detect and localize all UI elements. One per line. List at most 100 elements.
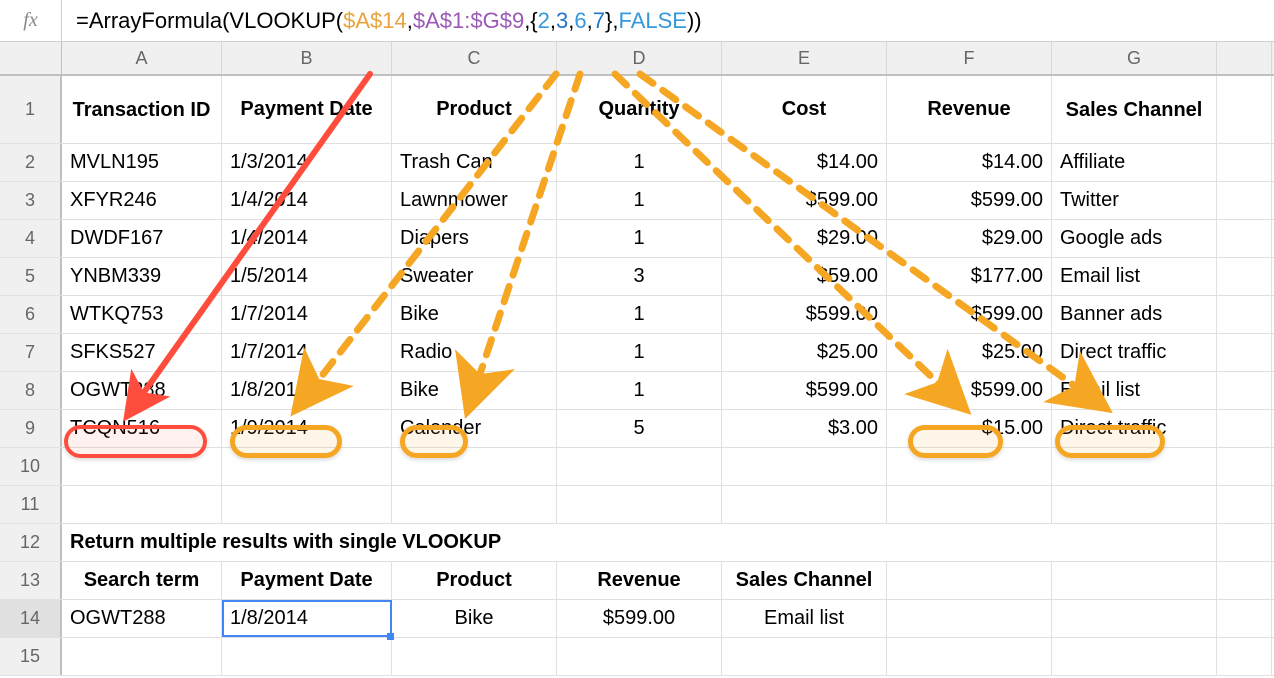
cell[interactable]: Twitter	[1052, 182, 1217, 219]
cell[interactable]	[557, 638, 722, 675]
cell[interactable]: 1/3/2014	[222, 144, 392, 181]
cell[interactable]: Product	[392, 76, 557, 143]
cell[interactable]: Email list	[1052, 258, 1217, 295]
cell[interactable]: $599.00	[557, 600, 722, 637]
cell[interactable]: SFKS527	[62, 334, 222, 371]
cell[interactable]: 1/5/2014	[222, 258, 392, 295]
cell[interactable]: $14.00	[722, 144, 887, 181]
cell[interactable]: $599.00	[887, 182, 1052, 219]
cell[interactable]: Direct traffic	[1052, 410, 1217, 447]
cell[interactable]	[1052, 448, 1217, 485]
cell[interactable]	[222, 486, 392, 523]
cell[interactable]	[887, 486, 1052, 523]
row-header[interactable]: 15	[0, 638, 62, 675]
cell[interactable]: Calender	[392, 410, 557, 447]
cell[interactable]: Product	[392, 562, 557, 599]
cell[interactable]	[887, 562, 1052, 599]
cell[interactable]	[392, 448, 557, 485]
cell[interactable]	[1217, 144, 1272, 181]
cell[interactable]	[1217, 486, 1272, 523]
cell[interactable]	[1052, 486, 1217, 523]
row-header[interactable]: 10	[0, 448, 62, 485]
cell[interactable]: Payment Date	[222, 76, 392, 143]
cell[interactable]	[222, 448, 392, 485]
cell[interactable]: Transaction ID	[62, 76, 222, 143]
row-header[interactable]: 5	[0, 258, 62, 295]
cell[interactable]: 1/4/2014	[222, 182, 392, 219]
cell[interactable]: $25.00	[887, 334, 1052, 371]
cell[interactable]	[1217, 296, 1272, 333]
cell[interactable]: Revenue	[557, 562, 722, 599]
column-header[interactable]: A	[62, 42, 222, 74]
column-header[interactable]: B	[222, 42, 392, 74]
cell[interactable]	[1217, 410, 1272, 447]
cell[interactable]: Radio	[392, 334, 557, 371]
row-header[interactable]: 14	[0, 600, 62, 637]
cell[interactable]: 5	[557, 410, 722, 447]
row-header[interactable]: 6	[0, 296, 62, 333]
cell[interactable]	[1217, 600, 1272, 637]
cell[interactable]: OGWT288	[62, 372, 222, 409]
cell[interactable]	[392, 486, 557, 523]
cell[interactable]: 1	[557, 220, 722, 257]
column-header[interactable]: G	[1052, 42, 1217, 74]
cell[interactable]: $599.00	[722, 182, 887, 219]
cell[interactable]: Google ads	[1052, 220, 1217, 257]
column-header[interactable]	[1217, 42, 1272, 74]
cell[interactable]	[722, 448, 887, 485]
column-header[interactable]: E	[722, 42, 887, 74]
cell[interactable]: $177.00	[887, 258, 1052, 295]
cell[interactable]	[1217, 524, 1272, 561]
cell[interactable]: $29.00	[887, 220, 1052, 257]
row-header[interactable]: 3	[0, 182, 62, 219]
cell[interactable]	[557, 486, 722, 523]
cell[interactable]	[887, 448, 1052, 485]
cell[interactable]	[1217, 448, 1272, 485]
cell[interactable]: Diapers	[392, 220, 557, 257]
cell[interactable]: $14.00	[887, 144, 1052, 181]
cell[interactable]: 1/8/2014	[222, 600, 392, 637]
cell[interactable]	[722, 638, 887, 675]
cell[interactable]	[1217, 76, 1272, 143]
cell[interactable]: $599.00	[887, 372, 1052, 409]
cell[interactable]: XFYR246	[62, 182, 222, 219]
formula-input[interactable]: =ArrayFormula(VLOOKUP($A$14,$A$1:$G$9,{2…	[62, 0, 1274, 41]
cell[interactable]: 1/8/2014	[222, 372, 392, 409]
cell[interactable]: Sweater	[392, 258, 557, 295]
cell[interactable]	[62, 448, 222, 485]
cell[interactable]	[1217, 372, 1272, 409]
cell[interactable]: Email list	[1052, 372, 1217, 409]
cell[interactable]: Search term	[62, 562, 222, 599]
cell[interactable]: 1/7/2014	[222, 334, 392, 371]
cell[interactable]	[1217, 258, 1272, 295]
cell[interactable]	[1217, 220, 1272, 257]
row-header[interactable]: 8	[0, 372, 62, 409]
cell[interactable]: OGWT288	[62, 600, 222, 637]
cell[interactable]: 1/7/2014	[222, 296, 392, 333]
cell[interactable]	[1217, 638, 1272, 675]
cell[interactable]: $25.00	[722, 334, 887, 371]
cell[interactable]	[222, 638, 392, 675]
cell[interactable]: Return multiple results with single VLOO…	[62, 524, 1217, 561]
cell[interactable]: 1/9/2014	[222, 410, 392, 447]
cell[interactable]: Banner ads	[1052, 296, 1217, 333]
cell[interactable]: Affiliate	[1052, 144, 1217, 181]
cell[interactable]: 1	[557, 372, 722, 409]
cell[interactable]: Sales Channel	[722, 562, 887, 599]
cell[interactable]: $599.00	[722, 372, 887, 409]
cell[interactable]: 1	[557, 182, 722, 219]
cell[interactable]: $29.00	[722, 220, 887, 257]
cell[interactable]: WTKQ753	[62, 296, 222, 333]
cell[interactable]: Sales Channel	[1052, 76, 1217, 143]
cell[interactable]: $3.00	[722, 410, 887, 447]
cell[interactable]: Revenue	[887, 76, 1052, 143]
column-header[interactable]: C	[392, 42, 557, 74]
cell[interactable]: 1	[557, 296, 722, 333]
row-header[interactable]: 1	[0, 76, 62, 143]
cell[interactable]	[62, 638, 222, 675]
cell[interactable]	[1217, 334, 1272, 371]
cell[interactable]: Bike	[392, 600, 557, 637]
cell[interactable]: Direct traffic	[1052, 334, 1217, 371]
cell[interactable]	[1217, 182, 1272, 219]
row-header[interactable]: 4	[0, 220, 62, 257]
